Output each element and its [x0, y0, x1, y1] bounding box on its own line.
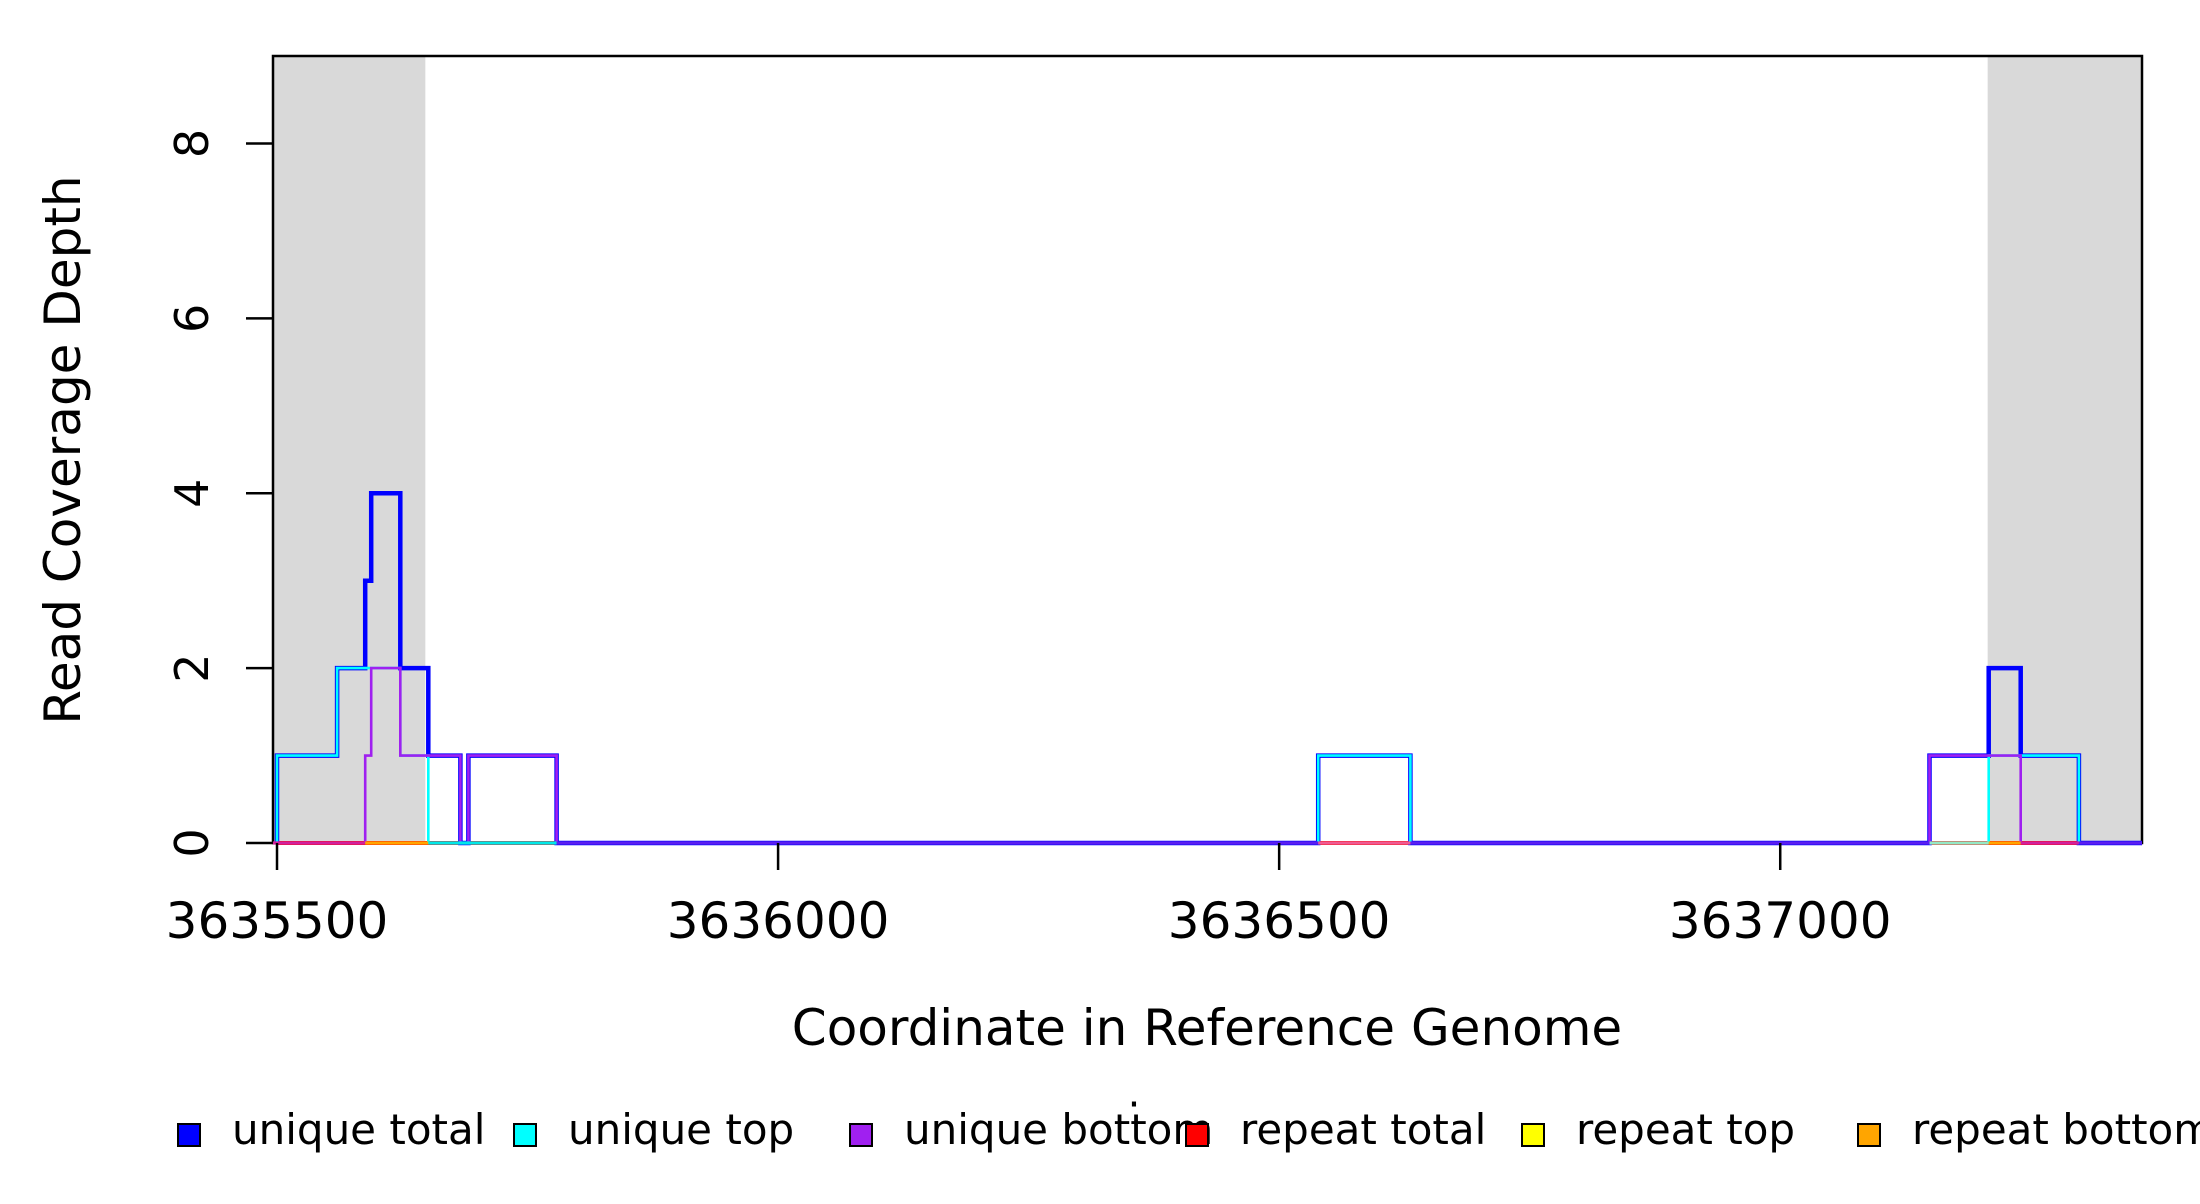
highlight-bands — [273, 56, 2142, 843]
legend-label-repeat-total: repeat total — [1240, 1105, 1486, 1154]
legend-swatch-unique-bottom — [849, 1123, 873, 1147]
legend-label-unique-top: unique top — [568, 1105, 794, 1154]
shaded-region-1 — [273, 56, 426, 843]
y-tick-label: 2 — [165, 653, 219, 682]
series-unique-bottom — [277, 666, 2142, 845]
legend-swatch-unique-total — [177, 1123, 201, 1147]
legend-swatch-unique-top — [513, 1123, 537, 1147]
shaded-region-2 — [1987, 56, 2142, 843]
x-tick-label: 3636000 — [667, 892, 890, 950]
series-lines — [274, 490, 2142, 846]
legend-label-repeat-top: repeat top — [1576, 1105, 1795, 1154]
stray-dot: · — [1128, 1082, 1141, 1128]
legend-swatch-repeat-top — [1521, 1123, 1545, 1147]
legend-label-repeat-bottom: repeat bottom — [1912, 1105, 2200, 1154]
x-axis-label: Coordinate in Reference Genome — [792, 999, 1622, 1057]
x-tick-label: 3636500 — [1168, 892, 1391, 950]
x-tick-label: 3637000 — [1669, 892, 1892, 950]
plot-box — [271, 54, 2144, 845]
legend-swatch-repeat-bottom — [1857, 1123, 1881, 1147]
y-tick-label: 4 — [165, 479, 219, 508]
legend-label-unique-total: unique total — [232, 1105, 485, 1154]
y-tick-label: 8 — [165, 129, 219, 158]
y-axis-label: Read Coverage Depth — [34, 175, 92, 724]
legend: unique total unique top unique bottom repea… — [177, 1082, 2200, 1154]
legend-swatch-repeat-total — [1185, 1123, 1209, 1147]
y-tick-label: 0 — [165, 828, 219, 857]
y-tick-label: 6 — [165, 304, 219, 333]
plot-frame — [271, 54, 2144, 845]
x-tick-label: 3635500 — [166, 892, 389, 950]
legend-label-unique-bottom: unique bottom — [904, 1105, 1213, 1154]
axis-ticks: 3635500 3636000 3636500 3637000 0 2 4 6 8 — [165, 129, 1892, 950]
